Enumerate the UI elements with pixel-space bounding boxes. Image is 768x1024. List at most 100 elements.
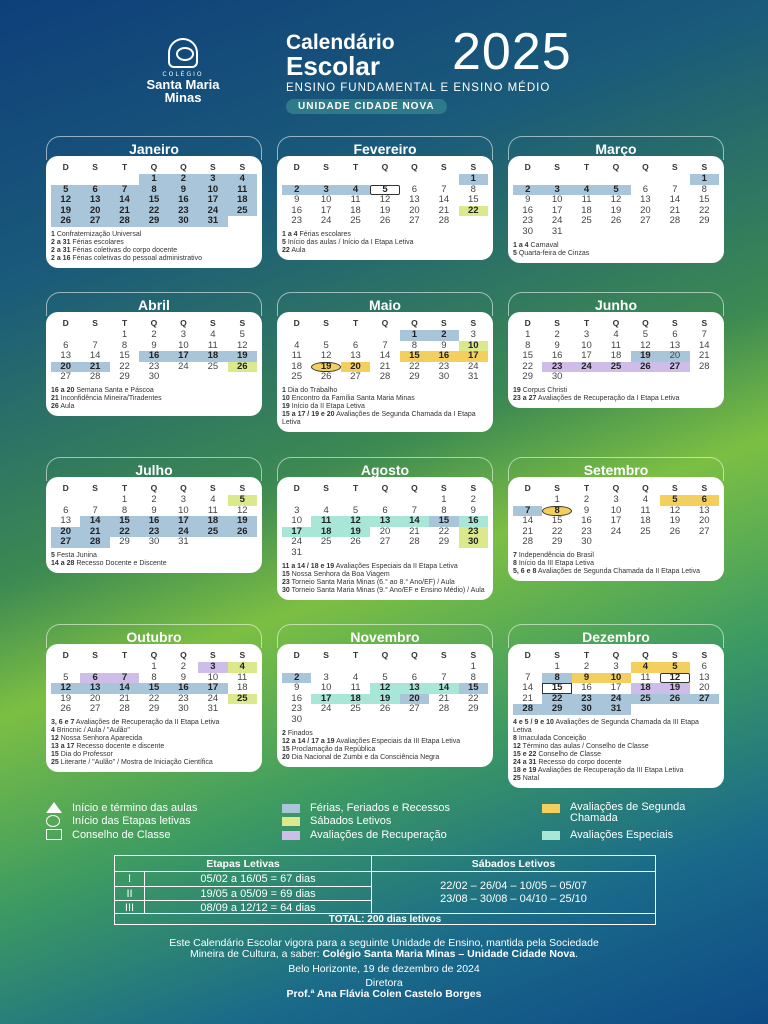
calendar-day: 27 [689, 693, 719, 705]
calendar-day: 11 [237, 671, 248, 683]
calendar-day: 16 [458, 516, 488, 527]
calendar-day: 18 [236, 682, 248, 694]
weekday-label: S [701, 318, 708, 328]
calendar-week: 26 27 28 29 30 31 [51, 216, 257, 227]
weekday-label: S [92, 318, 98, 328]
calendar-day: 4 [227, 661, 257, 673]
calendar-day: 4 [630, 661, 661, 673]
note-text: Torneio Santa Maria Minas (9.° Ano/EF e … [291, 586, 485, 594]
weekday-label: S [210, 318, 216, 328]
calendar-day: 18 [291, 360, 302, 372]
calendar-day: 2 [513, 184, 543, 196]
calendar-day: 31 [467, 371, 479, 383]
calendar-week: 13 14 15 16 17 18 19 [51, 516, 257, 527]
calendar-day: 23 [542, 361, 572, 373]
calendar-day: 28 [379, 371, 391, 383]
calendar-day: 30 [581, 536, 592, 548]
calendar-day: 10 [198, 184, 228, 196]
calendar-day: 11 [291, 350, 302, 362]
stages-list: I 05/02 a 16/05 = 67 dias II 19/05 a 05/… [115, 872, 372, 914]
month-note: 14 a 28 Recesso Docente e Discente [51, 560, 257, 568]
note-text: Nossa Senhora da Boa Viagem [291, 570, 390, 578]
calendar-day: 17 [581, 350, 592, 362]
weekday-label: T [121, 650, 128, 660]
calendar-day: 13 [60, 515, 71, 527]
month-title: Dezembro [508, 624, 724, 648]
calendar-day: 28 [409, 536, 420, 548]
note-text: Avaliações de Segunda Chamada da I Etapa… [282, 410, 476, 426]
month-note: 4 Brincnic / Aula / "Aulão" [51, 727, 257, 735]
saturdays-line-2: 23/08 – 30/08 – 04/10 – 25/10 [440, 893, 587, 905]
calendar-day: 21 [669, 204, 681, 216]
calendar-day: 10 [178, 504, 189, 516]
green-swatch [282, 817, 300, 826]
calendar-day: 30 [551, 371, 563, 383]
note-date: 15 a 17 / 19 e 20 [282, 410, 335, 418]
month-note: 15 Proclamação da República [282, 746, 488, 754]
calendar-day: 25 [601, 361, 631, 373]
month-note: 16 a 20 Semana Santa e Páscoa [51, 387, 257, 395]
calendar-day: 24 [551, 215, 563, 227]
calendar-week: 1 2 3 4 5 6 7 [513, 329, 719, 341]
footer-line-2: Mineira de Cultura, a saber: Colégio San… [0, 949, 768, 960]
calendar-day: 8 [139, 184, 169, 196]
month-title: Janeiro [46, 136, 262, 160]
stage-period: 19/05 a 05/09 = 69 dias [200, 888, 316, 900]
calendar-day: 13 [350, 350, 361, 362]
calendar-week: 10 11 12 13 14 15 16 [282, 516, 488, 527]
calendar-day: 15 [399, 351, 430, 362]
calendar-week: 16 17 18 19 20 21 22 [513, 204, 719, 217]
calendar-day: 23 [581, 525, 592, 537]
calendar-day: 22 [542, 693, 572, 705]
note-date: 16 a 20 [51, 386, 75, 394]
calendar-empty-cell [51, 495, 80, 506]
calendar-day: 4 [571, 184, 602, 196]
calendar-day: 22 [698, 204, 710, 216]
weekday-label: Q [381, 162, 389, 172]
calendar-day: 24 [207, 692, 219, 704]
calendar-week: 27 28 29 30 [51, 372, 257, 383]
calendar-day: 7 [441, 671, 447, 683]
calendar-day: 13 [698, 504, 710, 516]
month-note: 19 Corpus Christi [513, 387, 719, 395]
legend-class-council: Conselho de Classe [46, 829, 170, 841]
month-note: 24 a 31 Recesso do corpo docente [513, 759, 719, 767]
calendar-week: 20 21 22 23 24 25 26 [51, 361, 257, 373]
calendar-day: 20 [399, 693, 430, 705]
note-text: Torneio Santa Maria Minas (6.° ao 8.° An… [291, 578, 455, 586]
calendar-day: 2 [583, 661, 590, 672]
weekday-label: S [323, 650, 329, 660]
month-note: 23 a 27 Avaliações de Recuperação da I E… [513, 395, 719, 403]
note-text: Semana Santa e Páscoa [76, 386, 154, 394]
calendar-day: 12 [236, 504, 248, 516]
logo-school-name-2: Minas [164, 90, 202, 105]
footer-statement: Este Calendário Escolar vigora para a se… [0, 938, 768, 960]
calendar-day: 23 [522, 215, 533, 227]
calendar-day: 22 [458, 205, 488, 217]
calendar-day: 8 [441, 504, 447, 516]
calendar-day: 16 [139, 351, 169, 362]
stage-number: III [115, 901, 145, 914]
calendar-empty-cell [631, 372, 660, 383]
header-stages: Etapas Letivas [115, 856, 372, 871]
calendar-day: 24 [320, 703, 332, 715]
weekday-label: T [352, 318, 359, 328]
month-abril: Abril D S T Q Q S S 1 2 3 4 5 6 7 8 9 10 11 12 13 14 15 16 17 18 1… [46, 292, 262, 439]
calendar-day: 27 [698, 525, 710, 537]
calendar-day: 17 [458, 351, 488, 362]
month-card: D S T Q Q S S 1 2 3 4 5 6 7 8 9 10 11 12 13 14 15 16 17 18 19 20 21… [46, 156, 262, 268]
calendar-day: 27 [379, 536, 391, 548]
calendar-day: 10 [601, 672, 631, 684]
calendar-empty-cell [601, 537, 630, 548]
legend-class-council-label: Conselho de Classe [72, 829, 171, 841]
calendar-day: 11 [640, 504, 651, 516]
note-text: Encontro da Família Santa Maria Minas [291, 394, 415, 402]
stage-row: II 19/05 a 05/09 = 69 dias [115, 886, 371, 900]
calendar-day: 16 [168, 195, 199, 206]
calendar-day: 15 [551, 515, 563, 527]
calendar-day: 2 [151, 494, 157, 505]
legend-special-label: Avaliações Especiais [570, 829, 674, 841]
saturdays-list: 22/02 – 26/04 – 10/05 – 05/07 23/08 – 30… [372, 872, 655, 913]
calendar-day: 30 [291, 713, 302, 725]
